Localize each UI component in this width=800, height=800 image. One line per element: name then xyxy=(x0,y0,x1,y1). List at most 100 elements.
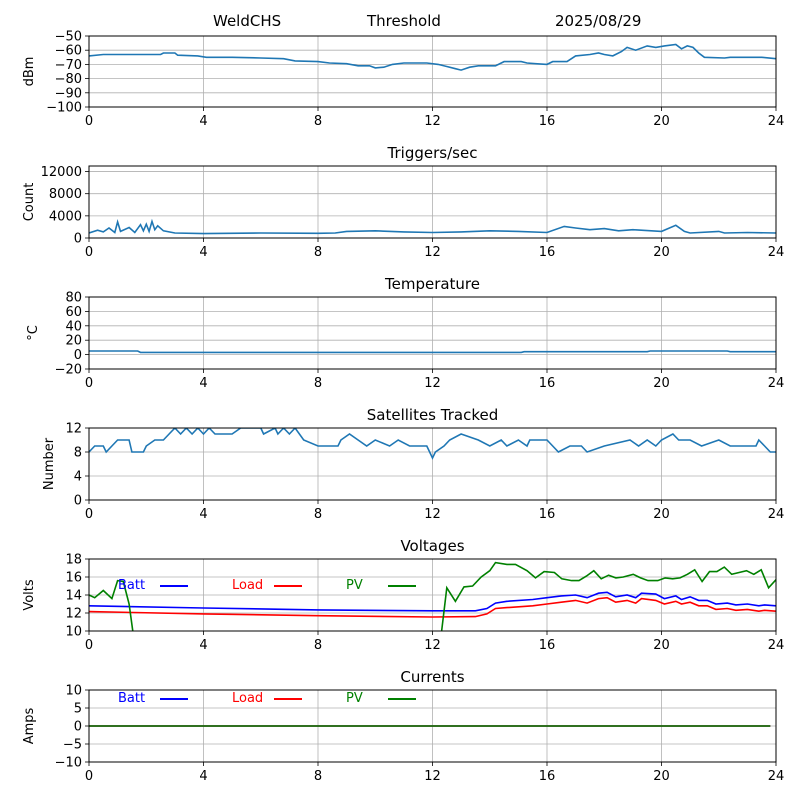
y-tick-label: 5 xyxy=(74,702,82,717)
x-tick-label: 20 xyxy=(653,245,670,260)
x-tick-label: 8 xyxy=(314,245,322,260)
x-tick-label: 20 xyxy=(653,507,670,522)
series-line xyxy=(89,43,776,71)
series-line xyxy=(89,428,776,460)
y-tick-label: 60 xyxy=(65,305,82,320)
y-axis-label: Count xyxy=(22,183,37,222)
x-tick-label: 16 xyxy=(539,376,556,391)
y-tick-label: 12 xyxy=(65,422,82,437)
x-tick-label: 0 xyxy=(85,376,93,391)
x-tick-label: 24 xyxy=(768,376,785,391)
x-tick-label: 4 xyxy=(199,376,207,391)
x-tick-label: 16 xyxy=(539,114,556,129)
series-line-pv xyxy=(89,579,134,631)
x-tick-label: 12 xyxy=(424,245,441,260)
x-tick-label: 4 xyxy=(199,507,207,522)
y-tick-label: 20 xyxy=(65,334,82,349)
y-tick-label: 4 xyxy=(74,470,82,485)
y-tick-label: 10 xyxy=(65,625,82,640)
plot-frame xyxy=(88,296,777,370)
x-tick-label: 20 xyxy=(653,769,670,784)
y-tick-label: 12000 xyxy=(41,165,82,180)
x-tick-label: 16 xyxy=(539,638,556,653)
legend-label-load: Load xyxy=(232,578,263,593)
plot-frame xyxy=(88,427,777,501)
x-tick-label: 12 xyxy=(424,769,441,784)
y-axis-label: Volts xyxy=(22,579,37,611)
x-tick-label: 20 xyxy=(653,376,670,391)
legend-label-load: Load xyxy=(232,691,263,706)
y-tick-label: 10 xyxy=(65,684,82,699)
y-tick-label: −60 xyxy=(55,44,82,59)
x-tick-label: 0 xyxy=(85,638,93,653)
y-axis-label: Number xyxy=(42,437,57,490)
panel-title: Triggers/sec xyxy=(387,144,478,162)
x-tick-label: 12 xyxy=(424,114,441,129)
x-tick-label: 16 xyxy=(539,769,556,784)
header-date: 2025/08/29 xyxy=(555,12,642,30)
x-tick-label: 16 xyxy=(539,507,556,522)
x-tick-label: 8 xyxy=(314,114,322,129)
header-station: WeldCHS xyxy=(213,12,282,30)
y-tick-label: 8000 xyxy=(49,187,82,202)
panel-title: Temperature xyxy=(384,275,480,293)
y-tick-label: 0 xyxy=(74,720,82,735)
series-line xyxy=(89,350,776,354)
y-tick-label: 14 xyxy=(65,589,82,604)
y-tick-label: 4000 xyxy=(49,209,82,224)
y-tick-label: 0 xyxy=(74,348,82,363)
x-tick-label: 24 xyxy=(768,638,785,653)
plot-frame xyxy=(88,689,777,763)
x-tick-label: 8 xyxy=(314,507,322,522)
series-line-pv xyxy=(440,561,776,631)
x-tick-label: 4 xyxy=(199,114,207,129)
series-line xyxy=(89,218,776,235)
legend-label-pv: PV xyxy=(346,691,363,706)
y-tick-label: 12 xyxy=(65,607,82,622)
y-tick-label: −90 xyxy=(55,86,82,101)
x-tick-label: 4 xyxy=(199,638,207,653)
y-tick-label: 0 xyxy=(74,494,82,509)
x-tick-label: 24 xyxy=(768,507,785,522)
x-tick-label: 8 xyxy=(314,376,322,391)
x-tick-label: 8 xyxy=(314,638,322,653)
y-tick-label: −10 xyxy=(55,756,82,771)
y-tick-label: −70 xyxy=(55,58,82,73)
y-axis-label: Amps xyxy=(22,707,37,744)
x-tick-label: 4 xyxy=(199,245,207,260)
x-tick-label: 20 xyxy=(653,114,670,129)
x-tick-label: 0 xyxy=(85,507,93,522)
plot-frame xyxy=(88,558,777,632)
x-tick-label: 4 xyxy=(199,769,207,784)
series-line-load xyxy=(89,596,776,618)
y-tick-label: 16 xyxy=(65,571,82,586)
panel-title: Satellites Tracked xyxy=(367,406,498,424)
plot-frame xyxy=(88,165,777,239)
y-tick-label: 40 xyxy=(65,319,82,334)
x-tick-label: 24 xyxy=(768,245,785,260)
y-tick-label: −80 xyxy=(55,72,82,87)
x-tick-label: 16 xyxy=(539,245,556,260)
legend-label-batt: Batt xyxy=(118,691,145,706)
x-tick-label: 12 xyxy=(424,638,441,653)
y-tick-label: −50 xyxy=(55,30,82,45)
x-tick-label: 8 xyxy=(314,769,322,784)
y-tick-label: −100 xyxy=(46,101,82,116)
series-line-batt xyxy=(89,591,776,612)
y-axis-label: dBm xyxy=(22,57,37,87)
legend-label-batt: Batt xyxy=(118,578,145,593)
x-tick-label: 12 xyxy=(424,507,441,522)
header-plot-kind: Threshold xyxy=(367,12,441,30)
x-tick-label: 0 xyxy=(85,114,93,129)
panel-title: Currents xyxy=(400,668,464,686)
y-tick-label: −5 xyxy=(63,738,82,753)
plot-frame xyxy=(88,35,777,108)
panel-title: Voltages xyxy=(400,537,464,555)
y-tick-label: 0 xyxy=(74,232,82,247)
y-tick-label: 80 xyxy=(65,291,82,306)
x-tick-label: 0 xyxy=(85,245,93,260)
x-tick-label: 24 xyxy=(768,114,785,129)
x-tick-label: 0 xyxy=(85,769,93,784)
y-tick-label: 8 xyxy=(74,446,82,461)
